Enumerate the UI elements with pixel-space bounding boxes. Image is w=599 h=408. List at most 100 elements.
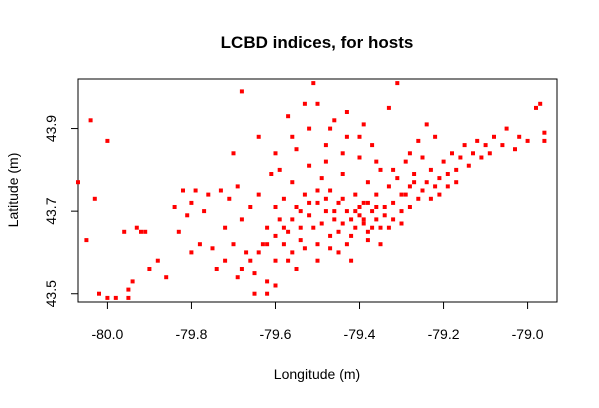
data-point [311,225,316,230]
data-point [323,196,328,201]
data-point [290,217,295,222]
data-point [328,188,333,193]
data-point [126,295,131,300]
data-point [315,242,320,247]
data-point [336,200,341,205]
data-point [319,221,324,226]
data-point [298,238,303,243]
data-point [513,147,517,152]
data-point [538,101,543,106]
data-point [399,192,404,197]
data-point [307,163,312,168]
data-point [365,238,370,243]
data-point [374,217,379,222]
data-point [139,229,143,234]
data-point [126,287,131,292]
data-point [319,176,324,181]
data-point [353,192,358,197]
data-point [206,192,211,197]
data-point [475,138,480,143]
data-point [487,151,492,156]
data-point [315,258,320,263]
data-point [458,155,463,160]
data-point [273,283,278,288]
data-point [407,184,412,189]
data-point [231,151,236,156]
data-point [256,192,261,197]
data-point [315,200,320,205]
data-point [273,258,278,263]
data-point [307,200,312,205]
data-point [424,180,429,185]
x-tick-label: -79.2 [428,326,460,342]
data-point [315,101,320,106]
y-axis: 43.5 43.7 43.9 [43,115,78,307]
data-point [244,250,249,255]
data-point [471,151,475,156]
y-tick-label: 43.9 [43,115,59,142]
data-point [265,242,270,247]
data-point [542,130,547,135]
data-point [323,159,328,164]
data-point [483,143,488,148]
data-point [525,138,530,143]
data-point [302,101,307,106]
data-point [407,151,412,156]
data-point [357,213,362,218]
data-point [248,205,253,209]
data-point [437,176,442,181]
data-point [382,205,387,209]
data-point [84,238,89,243]
data-point [361,122,366,127]
data-point [197,242,202,247]
data-point [181,188,185,193]
data-point [437,192,442,197]
data-point [412,172,417,176]
data-point [374,205,379,209]
data-point [277,217,282,222]
data-point [378,225,383,230]
data-point [105,295,110,300]
data-point [378,167,383,172]
data-point [517,134,522,139]
data-point [445,172,450,176]
data-point [223,258,228,263]
data-point [357,155,362,160]
data-point [450,151,454,156]
data-point [155,258,160,263]
data-point [357,134,362,139]
data-point [332,209,337,214]
data-point [336,250,341,255]
data-point [340,151,345,156]
data-point [239,217,244,222]
data-point [428,196,433,201]
data-point [365,180,370,185]
data-point [235,184,240,189]
data-point [500,143,505,148]
data-point [370,143,375,148]
data-point [290,250,295,255]
data-point [311,81,316,86]
data-point [252,291,257,296]
data-point [344,110,349,114]
data-point [344,242,349,247]
data-point [302,246,307,251]
data-point [302,192,307,197]
data-point [281,242,286,247]
data-point [239,267,244,271]
data-point [260,242,265,247]
data-point [403,192,408,197]
data-point [252,271,257,276]
data-point [265,291,270,296]
data-point [542,138,547,143]
data-point [235,275,240,280]
data-point [454,167,459,172]
data-point [365,200,370,205]
data-point [130,279,135,284]
data-point [395,81,400,86]
data-point [239,89,244,94]
data-point [349,233,354,238]
x-tick-label: -79.6 [260,326,292,342]
data-point [403,159,408,164]
